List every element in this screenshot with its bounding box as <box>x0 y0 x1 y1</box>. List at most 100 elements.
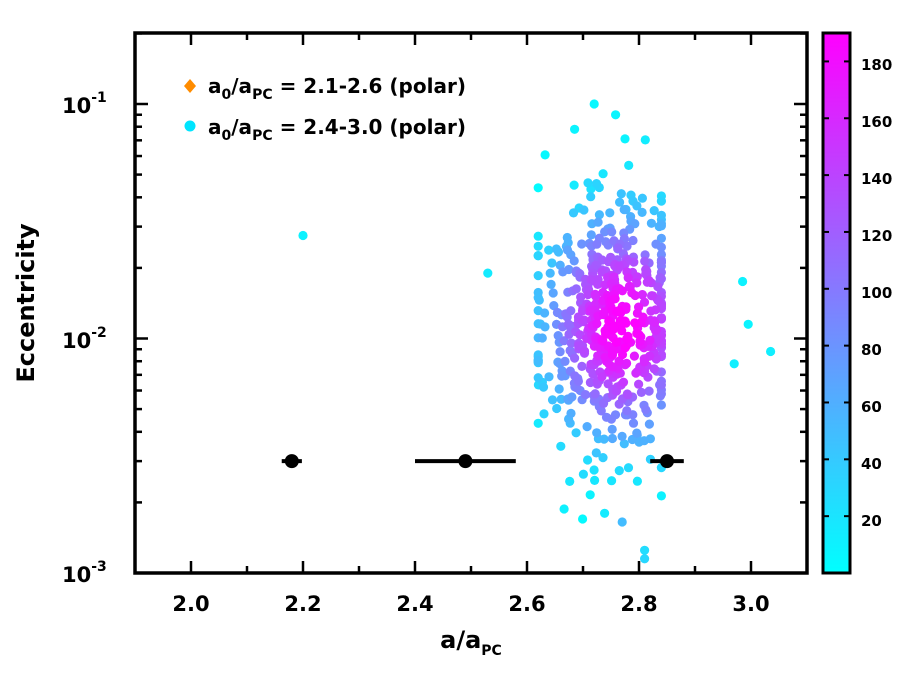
scatter-point <box>566 306 576 316</box>
scatter-point <box>636 387 647 397</box>
scatter-point <box>593 279 603 289</box>
scatter-point <box>651 326 661 336</box>
scatter-point <box>656 400 667 410</box>
scatter-point <box>570 353 580 363</box>
scatter-point <box>533 418 543 428</box>
scatter-point <box>544 245 554 255</box>
scatter-point <box>533 287 543 298</box>
x-tick-label: 2.6 <box>508 592 545 616</box>
scatter-point <box>580 390 591 400</box>
scatter-point <box>589 99 599 109</box>
scatter-point <box>622 241 632 251</box>
scatter-point <box>607 476 617 486</box>
scatter-point <box>589 465 599 475</box>
scatter-point <box>600 352 610 362</box>
scatter-point <box>607 433 618 444</box>
scatter-point <box>545 268 555 278</box>
scatter-point <box>628 418 639 428</box>
scatter-point <box>632 201 642 211</box>
scatter-point <box>619 439 629 449</box>
colorbar-tick-label: 60 <box>861 398 882 416</box>
colorbar: 20 40 60 80 100 120 140 160 180 <box>821 31 892 575</box>
scatter-point <box>598 169 608 179</box>
scatter-point <box>639 357 650 367</box>
scatter-point <box>640 256 650 266</box>
scatter-point <box>546 279 556 289</box>
scatter-point <box>611 337 622 347</box>
scatter-point <box>631 368 641 378</box>
scatter-point <box>655 273 665 283</box>
scatter-point <box>599 307 610 317</box>
scatter-point <box>620 134 630 144</box>
scatter-point <box>601 329 611 339</box>
scatter-point <box>617 431 627 441</box>
y-tick-label: 10-1 <box>62 90 107 118</box>
colorbar-tick-label: 80 <box>861 341 882 359</box>
scatter-point <box>644 419 655 429</box>
scatter-point <box>600 508 610 518</box>
scatter-point <box>620 343 630 353</box>
scatter-point <box>609 321 620 332</box>
scatter-point <box>552 307 563 318</box>
scatter-point <box>642 277 652 287</box>
scatter-point <box>583 455 593 465</box>
scatter-point <box>562 232 572 243</box>
scatter-point <box>614 466 624 476</box>
legend-entry-label: a0/aPC = 2.4-3.0 (polar) <box>208 115 466 144</box>
scatter-point <box>607 424 617 434</box>
scatter-point <box>618 377 629 387</box>
scatter-point <box>641 405 651 415</box>
scatter-point <box>544 372 554 382</box>
legend-entry-label: a0/aPC = 2.1-2.6 (polar) <box>208 74 466 103</box>
scatter-point <box>533 183 543 193</box>
scatter-point <box>609 272 619 282</box>
scatter-point <box>583 289 593 300</box>
scatter-point <box>592 239 602 249</box>
scatter-point <box>605 208 615 218</box>
scatter-point <box>622 358 632 368</box>
x-tick-labels: 2.0 2.2 2.4 2.6 2.8 3.0 <box>172 592 769 616</box>
scatter-point <box>656 242 667 252</box>
scatter-point <box>592 428 602 438</box>
x-tick-label: 2.0 <box>172 592 209 616</box>
scatter-point <box>583 178 593 188</box>
scatter-point <box>632 476 643 486</box>
colorbar-tick-label: 100 <box>861 284 892 302</box>
colorbar-tick-label: 180 <box>861 56 892 74</box>
scatter-point <box>617 286 628 296</box>
scatter-point <box>534 295 544 305</box>
scatter-point <box>577 239 587 249</box>
colorbar-tick-label: 140 <box>861 170 892 188</box>
scatter-point <box>645 335 655 345</box>
scatter-point <box>563 319 574 329</box>
scatter-point <box>560 356 570 366</box>
scatter-point <box>565 476 575 486</box>
scatter-point <box>556 441 566 451</box>
scatter-point <box>571 284 581 294</box>
scatter-point <box>566 408 576 418</box>
scatter-point <box>579 346 590 356</box>
scatter-point <box>616 189 626 199</box>
scatter-point <box>656 233 667 243</box>
scatter-point <box>637 290 647 300</box>
y-tick-label: 10-3 <box>62 559 107 587</box>
scatter-point <box>585 490 595 500</box>
scatter-point <box>533 356 543 366</box>
scatter-point <box>579 205 589 215</box>
scatter-point <box>630 318 640 328</box>
scatter-point <box>548 288 558 298</box>
scatter-point <box>549 301 559 311</box>
scatter-point <box>621 302 631 312</box>
scatter-point <box>647 291 657 301</box>
scatter-point <box>623 390 633 400</box>
colorbar-tick-label: 160 <box>861 113 892 131</box>
scatter-point <box>644 386 654 396</box>
colorbar-tick-label: 40 <box>861 455 882 473</box>
scatter-point <box>624 160 634 170</box>
scatter-point <box>590 389 600 399</box>
colorbar-tick-label: 20 <box>861 512 882 530</box>
scatter-point <box>571 428 581 438</box>
scatter-point <box>559 504 569 514</box>
scatter-point <box>600 227 610 237</box>
scatter-point <box>533 231 543 241</box>
